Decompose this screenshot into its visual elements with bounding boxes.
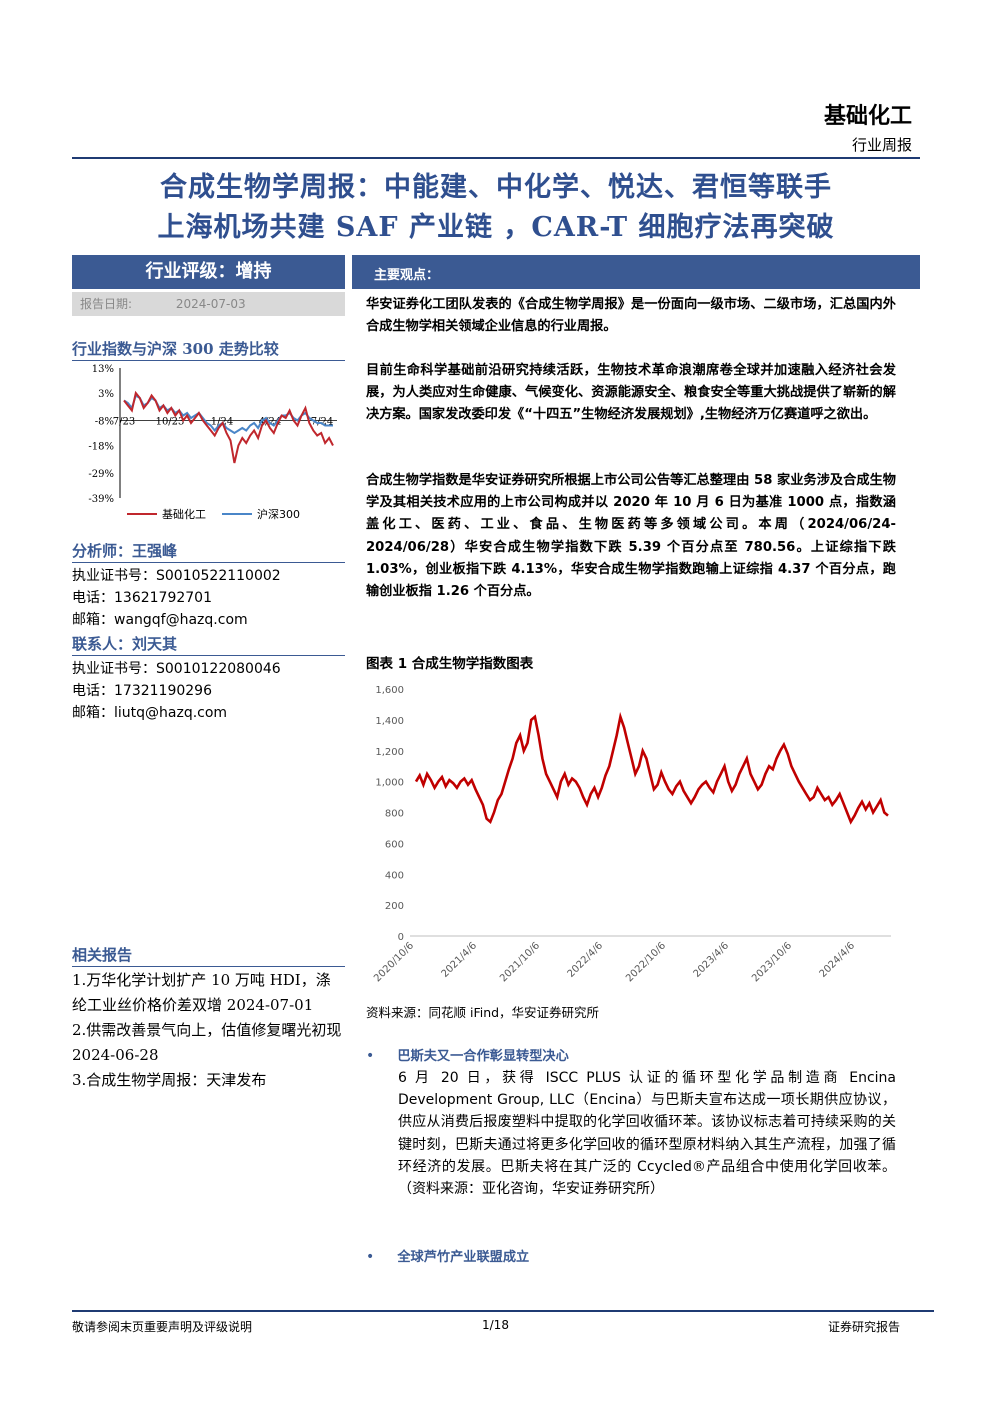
analyst-phone: 13621792701 [114,590,212,606]
footer-disclaimer: 敬请参阅末页重要声明及评级说明 [72,1320,253,1334]
contact-license-label: 执业证书号： [72,661,156,677]
synbio-chart-x-tick: 2023/4/6 [692,940,732,980]
related-title: 相关报告 [72,946,133,964]
main-view-banner [352,255,920,289]
analyst-phone-label: 电话： [72,590,114,606]
index-chart-x-tick: 7/24 [311,417,333,428]
main-view-label: 主要观点： [374,268,440,283]
synbio-index-chart: 0 200 400 600 800 1,000 1,200 1,400 1,600 2020/1… [372,685,891,984]
index-chart-y-tick: 3% [98,389,114,400]
figure-source: 资料来源：同花顺 iFind，华安证券研究所 [366,1005,600,1020]
footer-divider [72,1310,934,1312]
title-line-1: 合成生物学周报：中能建、中化学、悦达、君恒等联手 [160,172,832,203]
report-date-box: 报告日期: 2024-07-03 [72,292,345,316]
contact-email-label: 邮箱： [72,705,114,721]
main-view-paragraph-3: 合成生物学指数是华安证券研究所根据上市公司公告等汇总整理由 58 家业务涉及合成… [366,473,896,600]
index-chart-x-tick: 10/23 [156,417,185,428]
bullet-2-title: 全球芦竹产业联盟成立 [397,1250,530,1265]
bullet-1-body: 6 月 20 日，获得 ISCC PLUS 认证的循环型化学品制造商 Encin… [398,1070,896,1198]
main-view-paragraph-1: 华安证券化工团队发表的《合成生物学周报》是一份面向一级市场、二级市场，汇总国内外… [366,297,896,335]
synbio-chart-x-tick: 2023/10/6 [750,940,794,984]
related-item-3[interactable]: 3.合成生物学周报：天津发布 [72,1071,267,1089]
bullet-2: • 全球芦竹产业联盟成立 [366,1246,529,1265]
title-line-2: 上海机场共建 SAF 产业链 ，CAR-T 细胞疗法再突破 [157,212,835,243]
synbio-chart-x-ticks: 2020/10/6 2021/4/6 2021/10/6 2022/4/6 2022/1… [372,935,891,984]
report-type: 行业周报 [851,136,912,154]
report-date: 2024-07-03 [175,297,246,311]
synbio-chart-y-ticks: 0 200 400 600 800 1,000 1,200 1,400 1,600 [375,685,404,943]
index-chart-y-tick: -39% [88,494,114,505]
synbio-chart-y-tick: 800 [385,809,404,820]
index-chart-title: 行业指数与沪深 300 走势比较 [72,340,279,358]
legend-industry-label: 基础化工 [162,507,206,521]
rating-box: 行业评级：增持 [72,255,345,289]
index-chart-x-tick: 1/24 [211,417,233,428]
synbio-chart-x-tick: 2021/4/6 [440,940,480,980]
related-list: 1.万华化学计划扩产 10 万吨 HDI，涤纶工业丝价格价差双增 2024-07… [72,968,357,1093]
contact-license: S0010122080046 [156,661,281,677]
related-item-2[interactable]: 2.供需改善景气向上，估值修复曙光初现 2024-06-28 [72,1021,357,1064]
page-number: 1/18 [482,1318,509,1332]
synbio-chart-y-tick: 400 [385,870,404,881]
bullet-1-title: 巴斯夫又一合作彰显转型决心 [397,1049,569,1064]
synbio-chart-x-tick: 2022/10/6 [624,940,668,984]
analyst-divider [72,562,345,563]
legend-csi300-label: 沪深300 [257,507,300,521]
bullet-1: • 巴斯夫又一合作彰显转型决心 [366,1045,569,1064]
related-divider [72,966,345,967]
analyst-email[interactable]: wangqf@hazq.com [114,612,248,628]
related-item-1[interactable]: 1.万华化学计划扩产 10 万吨 HDI，涤纶工业丝价格价差双增 2024-07… [72,971,331,1014]
synbio-chart-y-tick: 200 [385,901,404,912]
contact-phone: 17321190296 [114,683,212,699]
synbio-chart-y-tick: 600 [385,839,404,850]
synbio-chart-y-tick: 1,200 [375,747,404,758]
footer-report-type: 证券研究报告 [827,1320,900,1334]
synbio-chart-y-tick: 1,000 [375,778,404,789]
contact-phone-label: 电话： [72,683,114,699]
analyst-info: 执业证书号：S0010522110002 电话：13621792701 邮箱：w… [72,565,281,631]
analyst-license-label: 执业证书号： [72,568,156,584]
contact-title: 联系人：刘天其 [72,635,178,653]
synbio-chart-y-tick: 1,600 [375,685,404,696]
synbio-chart-x-tick: 2022/4/6 [566,940,606,980]
figure-title: 图表 1 合成生物学指数图表 [366,656,534,672]
report-date-label: 报告日期: [80,297,133,311]
industry-series-line [123,390,334,464]
analyst-email-label: 邮箱： [72,612,114,628]
synbio-index-line [414,711,889,825]
index-chart-x-tick: 7/23 [113,417,135,428]
synbio-chart-x-tick: 2021/10/6 [498,940,542,984]
analyst-title: 分析师：王强峰 [72,542,178,560]
main-view-paragraph-2: 目前生命科学基础前沿研究持续活跃，生物技术革命浪潮席卷全球并加速融入经济社会发展… [366,363,896,423]
synbio-chart-x-tick: 2020/10/6 [372,940,416,984]
index-chart-y-tick: -29% [88,469,114,480]
synbio-chart-y-tick: 0 [398,932,404,943]
index-chart-divider [72,360,345,361]
contact-email[interactable]: liutq@hazq.com [114,705,228,721]
index-chart-y-tick: -8% [95,417,114,428]
index-comparison-chart: 13%3%-8%-18%-29%-39% 7/23 10/23 1/24 4/24 7/… [88,364,337,521]
bullet-dot-icon: • [366,1249,375,1265]
index-chart-y-tick: 13% [92,364,114,375]
analyst-license: S0010522110002 [156,568,281,584]
index-chart-y-ticks: 13% 3% -8% -18% -29% -39% [88,364,121,505]
synbio-chart-y-tick: 1,400 [375,716,404,727]
bullet-dot-icon: • [366,1048,375,1064]
contact-divider [72,655,345,656]
contact-info: 执业证书号：S0010122080046 电话：17321190296 邮箱：l… [72,658,281,724]
index-chart-y-tick: -18% [88,442,114,453]
header-divider [72,157,920,159]
report-category: 基础化工 [823,103,912,129]
synbio-chart-x-tick: 2024/4/6 [818,940,858,980]
